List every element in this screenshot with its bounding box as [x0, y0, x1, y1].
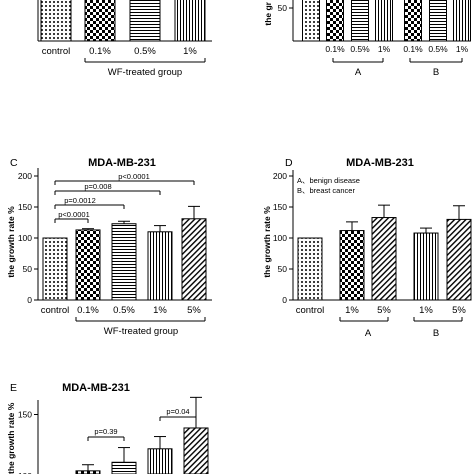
- panel-c-xtick-label: 0.1%: [77, 305, 99, 316]
- panel-e-ytick-label: 150: [18, 410, 32, 420]
- tr-bar: [375, 0, 393, 42]
- tr-xtick-label: 1%: [378, 44, 391, 54]
- panel-d-ytick-label: 200: [273, 171, 287, 181]
- panel-c-title: MDA-MB-231: [88, 157, 156, 169]
- panel-c-y-axis-label: the growth rate %: [6, 206, 16, 278]
- panel-c-xtick-label: 0.5%: [113, 305, 135, 316]
- panel-d-bar: [339, 230, 365, 301]
- tr-xtick-label: 0.5%: [350, 44, 370, 54]
- panel-d-letter: D: [285, 157, 293, 169]
- panel-d-group-b: B: [433, 328, 439, 339]
- panel-c-pvalue: p=0.0012: [64, 196, 96, 205]
- panel-c-bar: [111, 223, 137, 301]
- panel-d-bar: [371, 217, 397, 301]
- panel-c-bar: [42, 237, 68, 301]
- panel-e-y-axis-label: the growth rate %: [6, 402, 16, 474]
- tr-xtick-label: 1%: [456, 44, 469, 54]
- panel-c-ytick-label: 50: [23, 264, 33, 274]
- panel-c-xtick-label: 5%: [187, 305, 201, 316]
- tl-group-label: WF-treated group: [108, 67, 182, 78]
- panel-e-bar: [147, 448, 173, 474]
- panel-top-right: 50 the gr 0.1% 0.5% 1% 0.1% 0.5% 1% A B: [263, 0, 471, 78]
- panel-c-ytick-label: 0: [27, 295, 32, 305]
- tl-bar: [174, 0, 206, 42]
- panel-c-ytick-label: 100: [18, 233, 32, 243]
- panel-d-bar: [297, 237, 323, 301]
- panel-c-pvalue: p<0.0001: [58, 210, 90, 219]
- panel-d-xtick-label: 1%: [345, 305, 359, 316]
- panel-e-letter: E: [10, 382, 17, 394]
- panel-c-group-label: WF-treated group: [104, 326, 178, 337]
- tr-xtick-label: 0.1%: [325, 44, 345, 54]
- tl-bar: [84, 0, 116, 42]
- panel-d-legend-b: B、breast cancer: [297, 186, 355, 195]
- tr-group-b: B: [433, 67, 439, 78]
- panel-e-ytick-label: 100: [18, 471, 32, 474]
- tr-xtick-label: 0.1%: [403, 44, 423, 54]
- tr-bar: [453, 0, 471, 42]
- tr-bar: [302, 0, 320, 42]
- panel-d-xtick-label: 1%: [419, 305, 433, 316]
- tr-group-a: A: [355, 67, 362, 78]
- panel-d-ytick-label: 100: [273, 233, 287, 243]
- panel-d-y-axis-label: the growth rate %: [262, 206, 272, 278]
- panel-c-bar: [181, 218, 207, 301]
- panel-c-bar: [75, 229, 101, 301]
- tl-xtick-label: control: [42, 46, 71, 57]
- tr-xtick-label: 0.5%: [428, 44, 448, 54]
- panel-e-pvalue: p=0.04: [166, 407, 189, 416]
- panel-d-legend-a: A、benign disease: [297, 176, 360, 185]
- panel-e: E MDA-MB-231 the growth rate % 100 150 p=…: [6, 382, 209, 474]
- panel-d-ytick-label: 50: [278, 264, 288, 274]
- panel-c-xtick-label: 1%: [153, 305, 167, 316]
- panel-c-bar: [147, 231, 173, 301]
- panel-c-xtick-label: control: [41, 305, 70, 316]
- panel-d-xtick-label: 5%: [452, 305, 466, 316]
- panel-d-group-a: A: [365, 328, 372, 339]
- panel-d: D MDA-MB-231 A、benign disease B、breast c…: [262, 157, 472, 339]
- tr-y-axis-label: the gr: [263, 1, 273, 25]
- panel-e-pvalue: p=0.39: [94, 427, 117, 436]
- panel-top-left: control 0.1% 0.5% 1% WF-treated group: [37, 0, 212, 78]
- panel-d-ytick-label: 150: [273, 202, 287, 212]
- panel-c-pvalue: p=0.008: [84, 182, 111, 191]
- tr-bar: [326, 0, 344, 42]
- panel-d-ytick-label: 0: [282, 295, 287, 305]
- panel-e-bar: [111, 461, 137, 474]
- panel-d-xtick-label: control: [296, 305, 325, 316]
- panel-e-title: MDA-MB-231: [62, 382, 130, 394]
- panel-d-bar: [413, 232, 439, 301]
- tr-bar: [351, 0, 369, 42]
- panel-d-xtick-label: 5%: [377, 305, 391, 316]
- tr-ytick-label: 50: [278, 3, 288, 13]
- panel-c-pvalue: p<0.0001: [118, 172, 150, 181]
- tl-bar: [129, 0, 161, 42]
- tl-xtick-label: 0.5%: [134, 46, 156, 57]
- panel-d-title: MDA-MB-231: [346, 157, 414, 169]
- tr-bar: [429, 0, 447, 42]
- tl-xtick-label: 0.1%: [89, 46, 111, 57]
- panel-c-letter: C: [10, 157, 18, 169]
- panel-c-ytick-label: 150: [18, 202, 32, 212]
- panel-d-bar: [446, 218, 472, 301]
- panel-c: C MDA-MB-231 the growth rate % 0 50 100 150…: [6, 157, 212, 337]
- tr-bar: [404, 0, 422, 42]
- tl-xtick-label: 1%: [183, 46, 197, 57]
- panel-c-ytick-label: 200: [18, 171, 32, 181]
- tl-bar: [40, 0, 72, 42]
- panel-e-bar: [183, 427, 209, 474]
